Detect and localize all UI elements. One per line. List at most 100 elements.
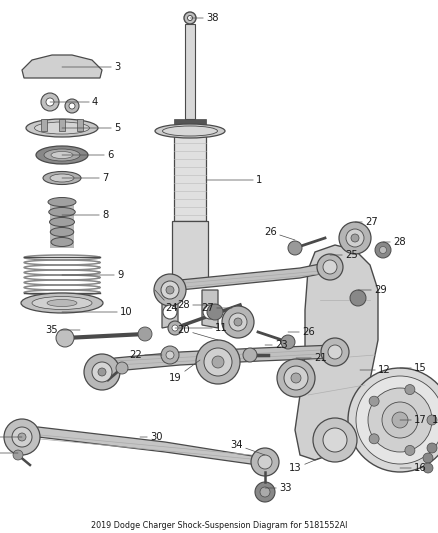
Circle shape <box>92 362 112 382</box>
Circle shape <box>317 254 343 280</box>
Ellipse shape <box>155 124 225 138</box>
Text: 20: 20 <box>177 325 218 340</box>
Text: 3: 3 <box>62 62 120 72</box>
Circle shape <box>351 234 359 242</box>
Text: 17: 17 <box>400 415 427 425</box>
Circle shape <box>203 305 217 319</box>
Circle shape <box>323 260 337 274</box>
Circle shape <box>277 359 315 397</box>
Circle shape <box>4 419 40 455</box>
Ellipse shape <box>162 126 218 136</box>
Text: 18: 18 <box>432 415 438 425</box>
Circle shape <box>163 305 177 319</box>
Text: 11: 11 <box>175 323 228 333</box>
Circle shape <box>13 450 23 460</box>
Bar <box>185 24 195 119</box>
Text: 24: 24 <box>155 290 178 313</box>
Ellipse shape <box>26 119 98 137</box>
Ellipse shape <box>50 174 74 182</box>
Ellipse shape <box>50 228 74 237</box>
Circle shape <box>84 354 120 390</box>
Text: 28: 28 <box>383 237 406 247</box>
Circle shape <box>187 15 192 20</box>
Circle shape <box>196 340 240 384</box>
Ellipse shape <box>49 207 75 216</box>
Circle shape <box>346 229 364 247</box>
Circle shape <box>291 373 301 383</box>
Circle shape <box>172 325 178 331</box>
Text: 27: 27 <box>355 217 378 227</box>
Circle shape <box>56 329 74 347</box>
Circle shape <box>423 463 433 473</box>
Circle shape <box>258 455 272 469</box>
Polygon shape <box>165 262 330 295</box>
Text: 7: 7 <box>62 173 108 183</box>
Bar <box>41 119 47 131</box>
Polygon shape <box>162 290 178 328</box>
Text: 2019 Dodge Charger Shock-Suspension Diagram for 5181552AI: 2019 Dodge Charger Shock-Suspension Diag… <box>91 521 347 529</box>
Text: 33: 33 <box>265 483 292 493</box>
Circle shape <box>379 246 386 254</box>
Text: 9: 9 <box>62 270 124 280</box>
Circle shape <box>392 412 408 428</box>
Bar <box>77 119 83 131</box>
Circle shape <box>166 351 174 359</box>
Text: 29: 29 <box>358 285 387 295</box>
Circle shape <box>168 321 182 335</box>
Bar <box>50 200 74 248</box>
Circle shape <box>166 286 174 294</box>
Circle shape <box>18 433 26 441</box>
Bar <box>59 119 65 131</box>
Text: 26: 26 <box>288 327 315 337</box>
Circle shape <box>369 396 379 406</box>
Circle shape <box>204 348 232 376</box>
Circle shape <box>41 93 59 111</box>
Circle shape <box>323 428 347 452</box>
Text: 36: 36 <box>0 432 22 442</box>
Bar <box>174 119 206 131</box>
Circle shape <box>243 348 257 362</box>
Circle shape <box>348 368 438 472</box>
Circle shape <box>356 376 438 464</box>
Circle shape <box>350 290 366 306</box>
Circle shape <box>69 103 75 109</box>
Text: 16: 16 <box>400 463 427 473</box>
Ellipse shape <box>51 238 73 246</box>
Circle shape <box>222 306 254 338</box>
Circle shape <box>405 446 415 455</box>
Ellipse shape <box>44 149 80 161</box>
Text: 19: 19 <box>169 360 200 383</box>
Bar <box>172 221 208 281</box>
Circle shape <box>369 434 379 444</box>
Circle shape <box>260 487 270 497</box>
Circle shape <box>368 388 432 452</box>
Text: 35: 35 <box>46 325 80 335</box>
Ellipse shape <box>48 198 76 206</box>
Circle shape <box>375 242 391 258</box>
Circle shape <box>184 12 196 24</box>
Polygon shape <box>98 345 335 378</box>
Text: 1: 1 <box>206 175 262 185</box>
Circle shape <box>161 346 179 364</box>
Text: 37: 37 <box>0 448 18 458</box>
Bar <box>174 131 206 221</box>
Circle shape <box>212 356 224 368</box>
Circle shape <box>284 366 308 390</box>
Circle shape <box>281 335 295 349</box>
Text: 30: 30 <box>140 432 162 442</box>
Text: 23: 23 <box>265 340 288 350</box>
Circle shape <box>138 327 152 341</box>
Circle shape <box>65 99 79 113</box>
Circle shape <box>161 281 179 299</box>
Text: 6: 6 <box>62 150 113 160</box>
Polygon shape <box>25 427 265 466</box>
Circle shape <box>423 453 433 463</box>
Circle shape <box>46 98 54 106</box>
Text: 25: 25 <box>330 250 358 260</box>
Circle shape <box>427 415 437 425</box>
Text: 28: 28 <box>177 300 208 310</box>
Polygon shape <box>295 245 378 460</box>
Ellipse shape <box>47 300 77 306</box>
Ellipse shape <box>49 217 74 227</box>
Text: 10: 10 <box>62 307 133 317</box>
